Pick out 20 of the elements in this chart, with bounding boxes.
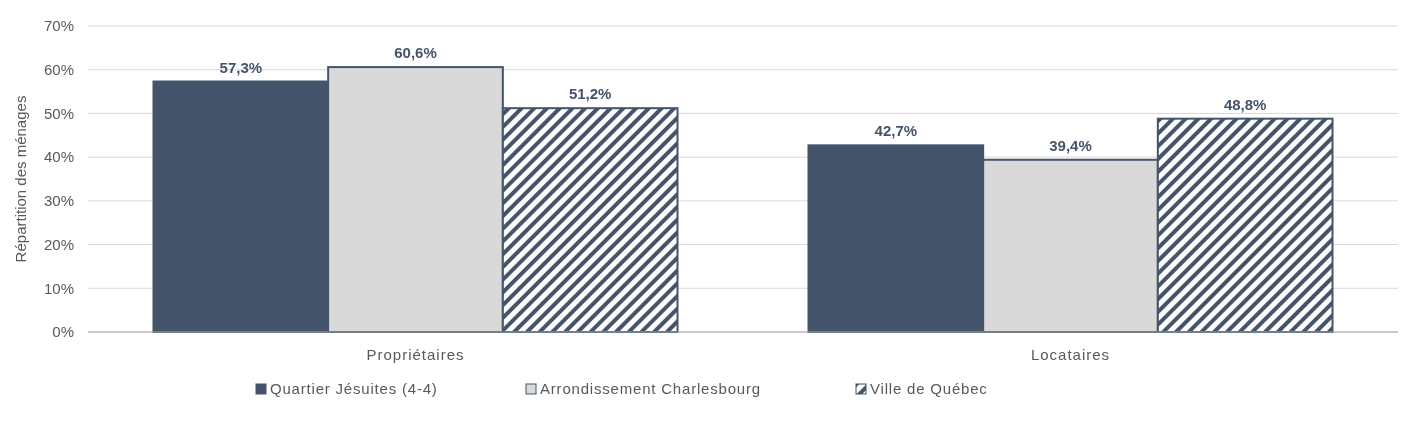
- y-tick-label: 10%: [43, 279, 74, 297]
- x-tick-label: Propriétaires: [366, 346, 465, 363]
- data-label: 57,3%: [219, 58, 263, 76]
- x-tick-label: Locataires: [1030, 346, 1111, 363]
- y-tick-label: 60%: [43, 60, 74, 78]
- data-label: 60,6%: [394, 44, 437, 62]
- data-label: 48,8%: [1223, 95, 1267, 113]
- legend-label: Ville de Québec: [870, 380, 988, 398]
- y-axis-title: Répartition des ménages: [12, 95, 29, 263]
- y-tick-label: 40%: [43, 148, 74, 166]
- data-label: 42,7%: [874, 122, 918, 140]
- data-label: 51,2%: [568, 85, 612, 103]
- y-tick-label: 20%: [43, 235, 74, 253]
- y-tick-label: 70%: [43, 17, 74, 35]
- legend-label: Quartier Jésuites (4-4): [270, 380, 438, 398]
- y-tick-label: 0%: [52, 323, 74, 341]
- legend-label: Arrondissement Charlesbourg: [540, 380, 761, 398]
- data-label: 39,4%: [1049, 136, 1092, 154]
- y-tick-label: 50%: [43, 104, 74, 122]
- y-tick-label: 30%: [43, 192, 74, 210]
